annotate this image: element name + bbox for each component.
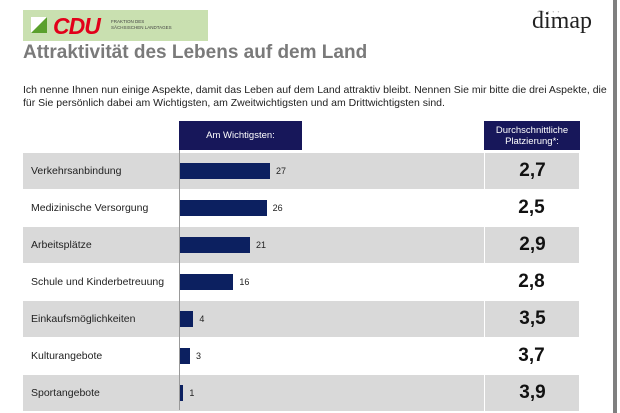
category-label: Kulturangebote xyxy=(31,350,103,362)
cdu-logo: CDU FRAKTION DES SÄCHSISCHEN LANDTAGES xyxy=(23,10,208,41)
cdu-logo-text: CDU xyxy=(53,13,101,39)
chart-row: Kulturangebote 3,7 xyxy=(23,338,579,374)
category-label: Arbeitsplätze xyxy=(31,239,92,251)
dimap-dots-icon: ••••• xyxy=(537,10,563,16)
bar-value-label: 1 xyxy=(189,388,195,398)
avg-placement-value: 3,5 xyxy=(484,301,580,337)
cdu-logo-subtext-line2: SÄCHSISCHEN LANDTAGES xyxy=(111,25,172,30)
chart-row: Einkaufsmöglichkeiten 3,5 xyxy=(23,301,579,337)
bar-value-label: 26 xyxy=(272,203,283,213)
cdu-logo-mark-icon xyxy=(31,17,47,33)
bar-value-label: 4 xyxy=(199,314,205,324)
chart-row: Schule und Kinderbetreuung 2,8 xyxy=(23,264,579,300)
category-label: Medizinische Versorgung xyxy=(31,202,149,214)
bar xyxy=(180,311,194,327)
chart-row: Verkehrsanbindung 2,7 xyxy=(23,153,579,189)
cdu-logo-subtext-line1: FRAKTION DES xyxy=(111,19,145,24)
chart-row: Sportangebote 3,9 xyxy=(23,375,579,411)
chart-row: Medizinische Versorgung 2,5 xyxy=(23,190,579,226)
avg-placement-value: 2,9 xyxy=(484,227,580,263)
intro-text: Ich nenne Ihnen nun einige Aspekte, dami… xyxy=(23,84,607,109)
bar xyxy=(180,274,234,290)
right-border xyxy=(613,0,617,413)
avg-placement-value: 2,5 xyxy=(518,197,545,218)
chart-row: Arbeitsplätze 2,9 xyxy=(23,227,579,263)
avg-placement-value: 2,7 xyxy=(484,153,580,189)
category-label: Sportangebote xyxy=(31,387,100,399)
avg-placement-value: 2,8 xyxy=(518,271,545,292)
bar-value-label: 27 xyxy=(276,166,287,176)
dimap-logo: ••••• dimap xyxy=(532,8,592,35)
bar-value-label: 21 xyxy=(256,240,267,250)
bar-value-label: 16 xyxy=(239,277,250,287)
bar-value-label: 3 xyxy=(196,351,202,361)
chart-axis xyxy=(179,150,180,410)
avg-placement-value: 3,7 xyxy=(518,345,545,366)
column-header-avg-placement: Durchschnittliche Platzierung*: xyxy=(484,121,580,150)
bar xyxy=(180,385,184,401)
category-label: Schule und Kinderbetreuung xyxy=(31,276,165,288)
bar xyxy=(180,237,250,253)
bar xyxy=(180,163,270,179)
bar xyxy=(180,348,190,364)
page-title: Attraktivität des Lebens auf dem Land xyxy=(23,42,368,63)
category-label: Einkaufsmöglichkeiten xyxy=(31,313,136,325)
cdu-logo-subtext: FRAKTION DES SÄCHSISCHEN LANDTAGES xyxy=(111,19,172,31)
dimap-logo-text: dimap xyxy=(532,8,592,34)
bar xyxy=(180,200,267,216)
category-label: Verkehrsanbindung xyxy=(31,165,122,177)
column-header-most-important: Am Wichtigsten: xyxy=(179,121,302,150)
avg-placement-value: 3,9 xyxy=(484,375,580,411)
